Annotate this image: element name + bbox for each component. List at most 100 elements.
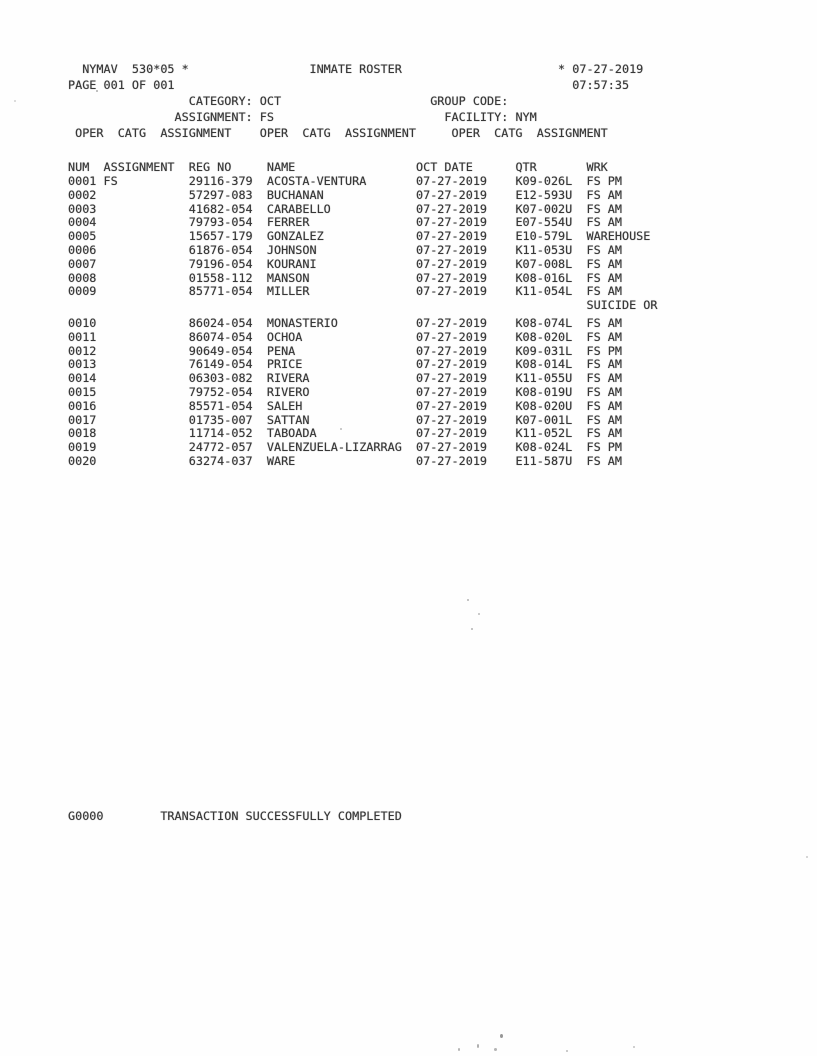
- roster-cell-wrk: FS PM: [586, 343, 622, 358]
- scan-speck: [478, 613, 480, 615]
- roster-cell-name: BUCHANAN: [266, 187, 324, 202]
- roster-cell-oct-date: 07-27-2019: [416, 215, 488, 230]
- roster-cell-reg-no: 85771-054: [188, 284, 253, 299]
- roster-cell-reg-no: 57297-083: [188, 187, 253, 202]
- roster-row: 0009 85771-054 MILLER 07-27-2019 K11-054L FS …: [68, 285, 808, 298]
- roster-cell-qtr: E12-593U: [515, 187, 573, 202]
- roster-cell-qtr: K07-001L: [515, 412, 573, 427]
- roster-cell-num: 0017: [68, 412, 97, 427]
- roster-cell-wrk: FS PM: [586, 174, 622, 188]
- roster-cell-oct-date: 07-27-2019: [416, 412, 488, 427]
- roster-cell-qtr: K11-052L: [515, 426, 573, 441]
- roster-cell-qtr: K08-016L: [515, 270, 573, 285]
- category-label: CATEGORY:: [188, 94, 253, 108]
- roster-row: 0006 61876-054 JOHNSON 07-27-2019 K11-053U FS…: [68, 244, 808, 257]
- roster-cell-qtr: K08-074L: [515, 316, 573, 330]
- scan-speck: [14, 100, 16, 102]
- roster-cell-name: NAME: [266, 160, 296, 174]
- roster-row: 0008 01558-112 MANSON 07-27-2019 K08-016L FS …: [68, 272, 808, 285]
- roster-cell-oct-date: 07-27-2019: [416, 343, 488, 358]
- roster-row: 0011 86074-054 OCHOA 07-27-2019 K08-020L FS A…: [68, 331, 808, 344]
- roster-cell-name: CARABELLO: [266, 201, 331, 216]
- roster-row: 0015 79752-054 RIVERO 07-27-2019 K08-019U FS …: [68, 386, 808, 399]
- roster-cell-oct-date: 07-27-2019: [416, 398, 488, 413]
- scan-speck: [458, 1048, 460, 1051]
- scan-speck: [806, 856, 808, 858]
- roster-cell-reg-no: REG NO: [188, 160, 232, 174]
- roster-cell-oct-date: 07-27-2019: [416, 371, 488, 386]
- facility-label: FACILITY:: [444, 110, 509, 124]
- roster-cell-oct-date: 07-27-2019: [416, 201, 488, 216]
- roster-cell-name: TABOADA: [266, 426, 317, 441]
- roster-row: 0010 86024-054 MONASTERIO 07-27-2019 K08-074…: [68, 317, 808, 330]
- roster-row: 0020 63274-037 WARE 07-27-2019 E11-587U FS AM: [68, 455, 808, 468]
- roster-cell-num: 0004: [68, 215, 97, 230]
- roster-cell-qtr: K08-020U: [515, 398, 573, 413]
- roster-cell-num: 0008: [68, 270, 97, 285]
- scan-speck: [96, 90, 98, 92]
- roster-row: 0014 06303-082 RIVERA 07-27-2019 K11-055U FS …: [68, 372, 808, 385]
- roster-cell-reg-no: 24772-057: [188, 440, 253, 455]
- roster-cell-num: 0015: [68, 385, 97, 399]
- facility-value: NYM: [515, 110, 537, 124]
- roster-row: 0007 79196-054 KOURANI 07-27-2019 K07-008L FS…: [68, 258, 808, 271]
- roster-row: 0016 85571-054 SALEH 07-27-2019 K08-020U FS A…: [68, 400, 808, 413]
- roster-cell-name: VALENZUELA-LIZARRAG: [266, 440, 402, 455]
- oper-catg-header-3: OPER CATG ASSIGNMENT: [451, 126, 608, 140]
- roster-cell-name: GONZALEZ: [266, 229, 324, 244]
- roster-cell-wrk: FS AM: [586, 187, 622, 202]
- roster-cell-num: 0003: [68, 201, 97, 216]
- system-screen-id: NYMAV 530*05 *: [82, 62, 189, 76]
- roster-cell-num: NUM: [68, 160, 90, 174]
- header-asterisk: *: [558, 62, 566, 76]
- roster-cell-reg-no: 61876-054: [188, 243, 253, 257]
- roster-cell-oct-date: 07-27-2019: [416, 256, 488, 271]
- roster-cell-name: WARE: [266, 454, 296, 468]
- assignment-label: ASSIGNMENT:: [174, 110, 253, 124]
- roster-cell-oct-date: OCT DATE: [416, 160, 473, 174]
- scan-speck: [494, 1048, 497, 1051]
- scan-speck: [340, 428, 342, 430]
- roster-cell-qtr: K08-019U: [515, 385, 573, 399]
- category-value: OCT: [259, 94, 282, 108]
- roster-row: 0019 24772-057 VALENZUELA-LIZARRAG 07-27-20…: [68, 441, 808, 454]
- roster-cell-wrk: FS AM: [586, 371, 622, 386]
- roster-cell-name: MILLER: [266, 284, 310, 299]
- roster-row: 0003 41682-054 CARABELLO 07-27-2019 K07-002U…: [68, 203, 808, 216]
- roster-cell-qtr: E11-587U: [515, 454, 573, 468]
- roster-cell-oct-date: 07-27-2019: [416, 357, 488, 372]
- roster-cell-wrk: FS AM: [586, 357, 622, 372]
- roster-cell-name: ACOSTA-VENTURA: [266, 174, 367, 188]
- roster-row: 0005 15657-179 GONZALEZ 07-27-2019 E10-579L W…: [68, 230, 808, 243]
- roster-row: 0001 FS 29116-379 ACOSTA-VENTURA 07-27-2019 K…: [68, 175, 808, 188]
- roster-cell-num: 0006: [68, 243, 97, 257]
- report-time: 07:57:35: [572, 78, 630, 92]
- page-title: INMATE ROSTER: [309, 62, 402, 76]
- roster-cell-reg-no: 79196-054: [188, 256, 253, 271]
- roster-cell-wrk: FS AM: [586, 329, 622, 344]
- scan-speck: [477, 1044, 479, 1048]
- roster-cell-name: SALEH: [266, 398, 303, 413]
- scan-speck: [467, 599, 469, 601]
- roster-cell-oct-date: 07-27-2019: [416, 426, 488, 441]
- roster-continuation-row: SUICIDE OR: [68, 299, 808, 312]
- roster-cell-wrk: FS AM: [586, 201, 622, 216]
- roster-cell-oct-date: 07-27-2019: [416, 174, 488, 188]
- roster-cell-wrk: WAREHOUSE: [586, 229, 651, 244]
- group-code-label: GROUP CODE:: [430, 94, 509, 108]
- roster-cell-num: 0020: [68, 454, 97, 468]
- page-counter: PAGE 001 OF 001: [68, 78, 175, 92]
- roster-cell-name: MANSON: [266, 270, 310, 285]
- roster-cell-assignment: ASSIGNMENT: [103, 160, 175, 174]
- roster-cell-reg-no: 76149-054: [188, 357, 253, 372]
- roster-cell-name: MONASTERIO: [266, 316, 338, 330]
- roster-row: 0012 90649-054 PENA 07-27-2019 K09-031L FS PM: [68, 345, 808, 358]
- roster-cell-qtr: K08-020L: [515, 329, 573, 344]
- scan-speck: [633, 1046, 635, 1048]
- roster-cell-oct-date: 07-27-2019: [416, 187, 488, 202]
- roster-cell-reg-no: 63274-037: [188, 454, 253, 468]
- roster-cell-num: 0009: [68, 284, 97, 299]
- oper-catg-header-2: OPER CATG ASSIGNMENT: [259, 126, 417, 140]
- roster-row: 0018 11714-052 TABOADA 07-27-2019 K11-052L FS…: [68, 427, 808, 440]
